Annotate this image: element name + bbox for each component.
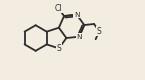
Text: S: S bbox=[57, 44, 61, 53]
Text: N: N bbox=[76, 34, 82, 40]
Text: N: N bbox=[74, 12, 79, 18]
Text: Cl: Cl bbox=[55, 4, 62, 13]
Text: S: S bbox=[97, 27, 102, 36]
